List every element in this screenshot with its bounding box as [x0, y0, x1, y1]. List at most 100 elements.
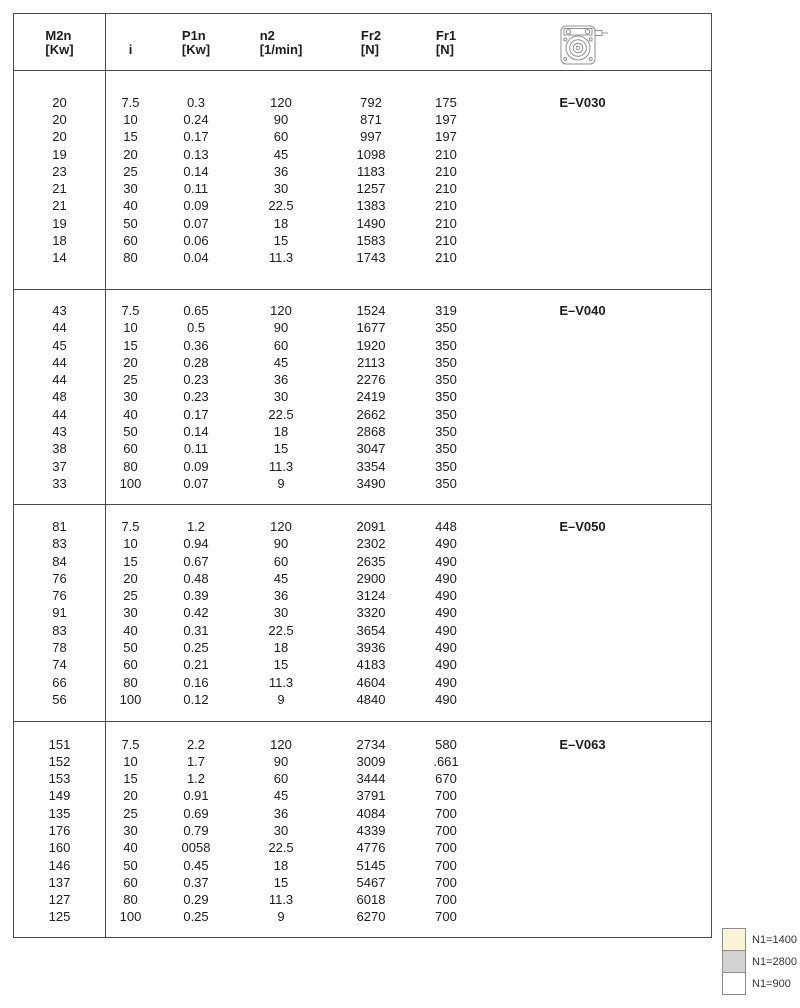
cell-n2: 36: [273, 372, 289, 388]
cell-p1n: 0.07: [183, 215, 209, 231]
cell-fr1: 350: [435, 441, 457, 457]
cell-n2: 30: [273, 181, 289, 197]
cell-p1n: 0.14: [183, 163, 209, 179]
cell-n2: 60: [273, 129, 289, 145]
model-label: E–V040: [559, 303, 606, 318]
cell-m2n: 78: [52, 640, 67, 656]
cell-i: 80: [123, 892, 138, 908]
cell-m2n: 152: [48, 753, 71, 769]
cell-i: 25: [123, 805, 138, 821]
cell-m2n: 48: [52, 389, 67, 405]
cell-i: 10: [123, 111, 138, 127]
table-row: 83 40 0.31 22.5 3654 490: [14, 622, 711, 639]
cell-p1n: 2.2: [186, 736, 206, 752]
cell-p1n: 0.48: [183, 570, 209, 586]
cell-m2n: 23: [52, 163, 67, 179]
table-row: 176 30 0.79 30 4339 700: [14, 822, 711, 839]
cell-i: 30: [123, 181, 138, 197]
cell-p1n: 0.13: [183, 146, 209, 162]
table-row: 14 80 0.04 11.3 1743 210: [14, 249, 711, 266]
table-row: 78 50 0.25 18 3936 490: [14, 639, 711, 656]
cell-p1n: 1.2: [186, 519, 206, 534]
cell-m2n: 146: [48, 857, 71, 873]
cell-i: 40: [123, 840, 138, 856]
cell-n2: 11.3: [268, 458, 294, 474]
cell-fr1: 490: [435, 536, 457, 552]
col-header-i-label: i: [128, 42, 133, 57]
cell-fr1: 700: [435, 857, 457, 873]
cell-i: 20: [123, 354, 138, 370]
table-row: 48 30 0.23 30 2419 350: [14, 388, 711, 405]
cell-m2n: 43: [52, 424, 67, 440]
cell-p1n: 0.67: [183, 553, 209, 569]
cell-i: 7.5: [121, 519, 140, 534]
cell-p1n: 0.36: [183, 337, 209, 353]
cell-fr1: 700: [435, 822, 457, 838]
cell-fr1: 210: [435, 198, 457, 214]
table-row: 76 20 0.48 45 2900 490: [14, 570, 711, 587]
cell-fr1: 210: [435, 250, 457, 266]
cell-i: 7.5: [121, 94, 140, 110]
table-row: 20 10 0.24 90 871 197: [14, 111, 711, 128]
cell-i: 25: [123, 163, 138, 179]
table-row: 38 60 0.11 15 3047 350: [14, 440, 711, 457]
cell-fr2: 4604: [356, 674, 386, 690]
cell-n2: 22.5: [268, 840, 294, 856]
cell-n2: 11.3: [268, 674, 294, 690]
table-row: 43 7.5 0.65 120 1524 319 E–V040: [14, 302, 711, 319]
cell-fr1: 490: [435, 605, 457, 621]
cell-m2n: 81: [52, 519, 67, 534]
cell-m2n: 56: [52, 691, 67, 707]
cell-fr1: 490: [435, 553, 457, 569]
col-header-p1n: P1n [Kw]: [156, 29, 236, 57]
legend-label: N1=1400: [752, 933, 797, 946]
col-header-i: i: [105, 29, 156, 57]
table-row: 151 7.5 2.2 120 2734 580 E–V063: [14, 735, 711, 752]
cell-n2: 15: [273, 233, 289, 249]
cell-fr2: 1183: [357, 163, 385, 179]
cell-fr1: 700: [435, 909, 457, 925]
cell-n2: 90: [273, 320, 289, 336]
cell-m2n: 83: [52, 622, 67, 638]
cell-m2n: 19: [52, 215, 67, 231]
cell-fr1: 319: [435, 303, 457, 318]
cell-n2: 9: [277, 909, 285, 925]
cell-p1n: 0.12: [183, 691, 209, 707]
cell-i: 50: [123, 857, 138, 873]
cell-fr2: 871: [360, 111, 382, 127]
cell-n2: 11.3: [268, 250, 294, 266]
column-divider: [105, 14, 106, 937]
table-body: 20 7.5 0.3 120 792 175 E–V030 20 10 0.24…: [14, 71, 711, 939]
cell-fr2: 2302: [356, 536, 386, 552]
cell-fr2: 3654: [356, 622, 386, 638]
model-block: 20 7.5 0.3 120 792 175 E–V030 20 10 0.24…: [14, 71, 711, 289]
legend-item: N1=2800: [722, 950, 797, 973]
cell-fr1: 350: [435, 458, 457, 474]
cell-fr2: 5145: [356, 857, 386, 873]
cell-n2: 60: [273, 337, 289, 353]
cell-i: 20: [123, 146, 138, 162]
col-header-i-spacer: [129, 29, 133, 43]
cell-fr2: 1490: [356, 215, 386, 231]
cell-n2: 90: [273, 536, 289, 552]
cell-fr1: 490: [435, 570, 457, 586]
cell-i: 40: [123, 198, 138, 214]
cell-n2: 18: [273, 215, 289, 231]
cell-m2n: 45: [52, 337, 67, 353]
cell-i: 100: [119, 691, 142, 707]
cell-p1n: 0.3: [186, 94, 206, 110]
cell-fr2: 4183: [356, 657, 386, 673]
cell-n2: 18: [273, 640, 289, 656]
cell-n2: 120: [270, 303, 292, 318]
cell-fr2: 997: [360, 129, 382, 145]
cell-m2n: 151: [48, 736, 71, 752]
cell-i: 20: [123, 788, 138, 804]
cell-i: 60: [123, 874, 138, 890]
cell-fr2: 4084: [356, 805, 386, 821]
model-block: 43 7.5 0.65 120 1524 319 E–V040 44 10 0.…: [14, 289, 711, 504]
cell-m2n: 91: [52, 605, 67, 621]
cell-fr1: 670: [435, 771, 457, 787]
cell-fr1: 700: [435, 805, 457, 821]
legend-label: N1=2800: [752, 955, 797, 968]
cell-fr2: 6018: [356, 892, 386, 908]
